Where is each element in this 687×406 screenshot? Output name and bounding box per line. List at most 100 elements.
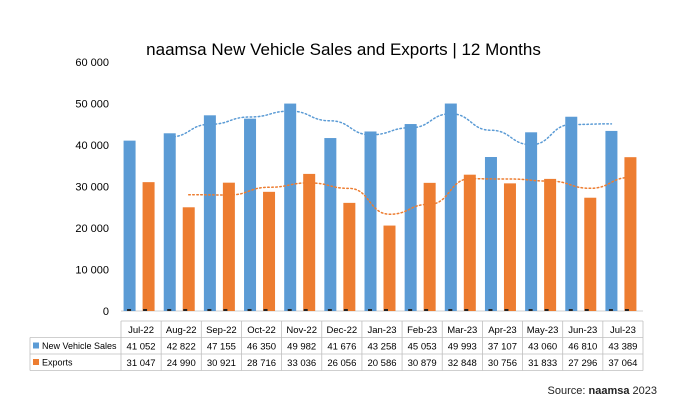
- legend-key-sales: [33, 342, 39, 349]
- tick-marker: [584, 309, 589, 311]
- tick-marker: [247, 309, 252, 311]
- tick-marker: [448, 309, 453, 311]
- data-value-label: 32 848: [448, 358, 477, 369]
- y-tick-label: 40 000: [75, 140, 109, 152]
- sales-bar-Jul-22: [123, 140, 136, 311]
- legend-label-exports: Exports: [42, 358, 73, 368]
- tick-marker: [183, 309, 188, 311]
- data-value-label: 30 756: [488, 358, 517, 369]
- y-tick-label: 60 000: [75, 57, 109, 69]
- chart-title: naamsa New Vehicle Sales and Exports | 1…: [146, 40, 541, 59]
- tick-marker: [528, 309, 533, 311]
- category-label: Jul-23: [610, 325, 636, 336]
- sales-bar-Jun-23: [565, 116, 578, 312]
- data-value-label: 31 047: [127, 358, 156, 369]
- category-label: Jan-23: [367, 325, 396, 336]
- data-value-label: 27 296: [568, 358, 597, 369]
- y-axis: 0 10 000 20 000 30 000 40 000 50 000 60 000: [75, 57, 643, 318]
- exports-bar-Nov-22: [303, 173, 316, 311]
- tick-marker: [424, 309, 429, 311]
- sales-bar-Aug-22: [163, 133, 176, 311]
- sales-bar-Apr-23: [484, 157, 497, 311]
- data-value-label: 37 064: [608, 358, 637, 369]
- category-label: Jun-23: [568, 325, 597, 336]
- category-label: Dec-22: [327, 325, 358, 336]
- legend-label-sales: New Vehicle Sales: [42, 341, 117, 351]
- data-value-label: 30 879: [408, 358, 437, 369]
- y-tick-label: 50 000: [75, 99, 109, 111]
- category-label: Oct-22: [247, 325, 276, 336]
- exports-bar-Jan-23: [383, 225, 396, 311]
- exports-bar-Sep-22: [222, 182, 235, 311]
- tick-marker: [207, 309, 212, 311]
- data-value-label: 46 810: [568, 342, 597, 353]
- data-value-label: 49 982: [287, 342, 316, 353]
- tick-marker: [167, 309, 172, 311]
- data-value-label: 26 056: [327, 358, 356, 369]
- exports-trendline: [187, 176, 632, 215]
- y-tick-label: 30 000: [75, 182, 109, 194]
- tick-marker: [568, 309, 573, 311]
- data-value-label: 28 716: [247, 358, 276, 369]
- category-label: May-23: [527, 325, 559, 336]
- y-tick-label: 20 000: [75, 223, 109, 235]
- exports-bar-Dec-22: [343, 202, 356, 311]
- tick-marker: [408, 309, 413, 311]
- tick-marker: [368, 309, 372, 311]
- data-value-label: 41 676: [327, 342, 356, 353]
- sales-bar-Feb-23: [404, 124, 417, 311]
- tick-marker: [504, 309, 509, 311]
- tick-marker: [223, 309, 228, 311]
- tick-marker: [488, 309, 493, 311]
- exports-bar-May-23: [544, 178, 557, 311]
- data-value-label: 33 036: [287, 358, 316, 369]
- sales-bar-Oct-22: [244, 118, 257, 312]
- data-value-label: 24 990: [167, 358, 196, 369]
- exports-bar-Mar-23: [463, 174, 476, 311]
- exports-bar-Apr-23: [503, 183, 516, 311]
- exports-bar-Oct-22: [263, 191, 276, 311]
- sales-trendline: [168, 110, 613, 146]
- category-label: Mar-23: [447, 325, 477, 336]
- tick-marker: [303, 309, 308, 311]
- sales-bar-Mar-23: [444, 103, 457, 311]
- data-value-label: 30 921: [207, 358, 236, 369]
- data-value-label: 43 258: [367, 342, 396, 353]
- category-label: Jul-22: [128, 325, 154, 336]
- category-label: Apr-23: [488, 325, 517, 336]
- exports-bar-Feb-23: [423, 182, 436, 311]
- tick-marker: [624, 309, 629, 311]
- sales-bar-May-23: [525, 132, 538, 311]
- tick-marker: [287, 309, 292, 311]
- tick-marker: [544, 309, 549, 311]
- data-value-label: 46 350: [247, 342, 276, 353]
- sales-bar-Nov-22: [284, 103, 297, 311]
- category-label: Sep-22: [206, 325, 237, 336]
- data-value-label: 42 822: [167, 342, 196, 353]
- data-value-label: 45 053: [408, 342, 437, 353]
- data-value-label: 37 107: [488, 342, 517, 353]
- tick-marker: [384, 309, 388, 311]
- source-note: Source: naamsa 2023: [547, 385, 657, 397]
- category-label: Feb-23: [407, 325, 437, 336]
- data-value-label: 41 052: [127, 342, 156, 353]
- sales-bar-Sep-22: [203, 115, 216, 311]
- sales-bar-Jul-23: [605, 130, 618, 311]
- exports-bar-Jul-22: [142, 182, 155, 311]
- category-label: Aug-22: [166, 325, 197, 336]
- tick-marker: [127, 309, 132, 311]
- tick-marker: [263, 309, 268, 311]
- data-value-label: 43 060: [528, 342, 557, 353]
- data-value-label: 47 155: [207, 342, 236, 353]
- tick-marker: [327, 309, 332, 311]
- bars: [123, 103, 637, 312]
- category-label: Nov-22: [286, 325, 317, 336]
- data-value-label: 49 993: [448, 342, 477, 353]
- data-value-label: 43 389: [608, 342, 637, 353]
- tick-marker: [343, 309, 348, 311]
- sales-bar-Dec-22: [324, 138, 337, 311]
- exports-bar-Jun-23: [584, 197, 597, 311]
- tick-marker: [608, 309, 613, 311]
- y-tick-label: 0: [103, 306, 109, 318]
- exports-bar-Jul-23: [624, 157, 637, 311]
